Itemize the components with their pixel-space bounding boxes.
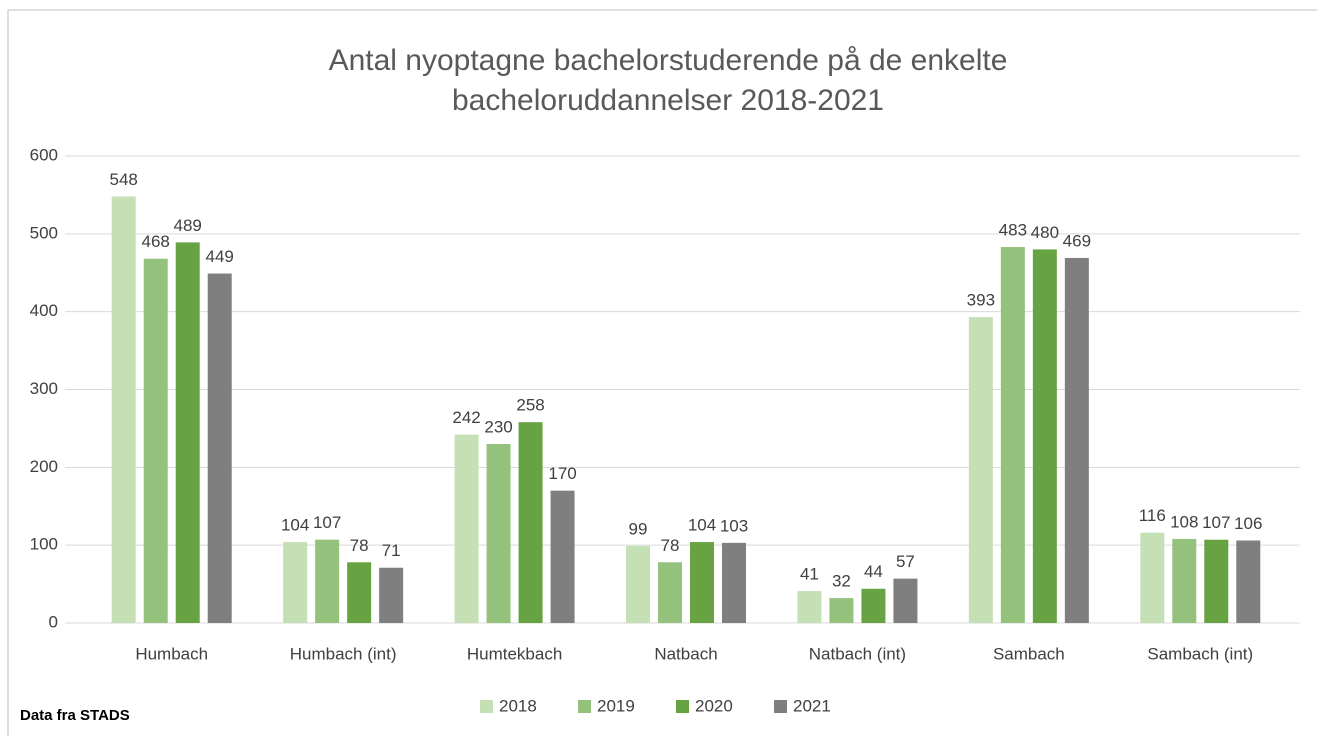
bar [486,443,511,623]
legend-label: 2018 [499,696,537,715]
y-tick-label: 100 [30,535,58,554]
data-label: 104 [688,516,716,535]
x-tick-label: Sambach [993,644,1065,663]
data-label: 116 [1139,506,1166,525]
data-label: 258 [516,396,544,415]
data-label: 107 [1202,513,1230,532]
bar [893,578,918,623]
data-label: 103 [720,516,748,535]
data-label: 32 [832,572,851,591]
legend-swatch [774,700,787,713]
data-label: 104 [281,516,309,535]
y-tick-label: 0 [49,612,58,631]
y-tick-label: 400 [30,301,58,320]
bar [1000,247,1025,623]
legend-label: 2021 [793,696,831,715]
bar [315,539,340,623]
y-tick-label: 600 [30,145,58,164]
legend-label: 2019 [597,696,635,715]
data-label: 489 [174,216,202,235]
x-tick-label: Natbach (int) [809,644,906,663]
chart-title: bacheloruddannelser 2018-2021 [452,84,884,117]
bar [143,258,168,623]
data-label: 107 [313,513,341,532]
bar [1204,539,1229,623]
data-label: 449 [206,247,234,266]
bar [1172,538,1197,623]
bar [518,422,543,623]
data-label: 242 [452,408,480,427]
bar [1064,257,1089,623]
data-label: 548 [110,170,138,189]
bar [722,542,746,623]
x-tick-label: Humbach (int) [290,644,397,663]
bar [861,588,886,623]
bar [797,591,822,623]
bar [283,542,308,623]
bar [626,545,650,623]
y-tick-label: 500 [30,223,58,242]
data-label: 57 [896,552,915,571]
bar [347,562,372,623]
data-label: 44 [864,562,883,581]
chart-title: Antal nyoptagne bachelorstuderende på de… [329,44,1008,77]
data-label: 71 [382,541,401,560]
frame [7,9,1317,736]
bar [690,542,714,623]
data-label: 78 [350,536,369,555]
data-label: 108 [1170,512,1198,531]
data-label: 78 [661,536,680,555]
bar [207,273,232,623]
x-tick-label: Natbach [654,644,717,663]
y-tick-label: 300 [30,379,58,398]
data-label: 393 [967,291,995,310]
bar [379,567,404,623]
bar [829,598,854,623]
bar [968,317,993,623]
data-label: 106 [1234,514,1262,533]
data-label: 230 [484,417,512,436]
legend-label: 2020 [695,696,733,715]
bar [550,490,575,623]
bar [454,434,479,623]
x-tick-label: Humbach [135,644,208,663]
bar [1236,540,1261,623]
data-label: 41 [800,565,819,584]
source-note: Data fra STADS [20,707,130,724]
bar [111,196,136,623]
y-tick-label: 200 [30,457,58,476]
data-label: 170 [548,464,576,483]
x-tick-label: Humtekbach [467,644,562,663]
data-label: 480 [1031,223,1059,242]
legend-swatch [578,700,591,713]
data-label: 99 [629,519,648,538]
bar [658,562,682,623]
bar [175,242,200,623]
bar [1140,532,1165,623]
legend-swatch [480,700,493,713]
bar [1032,249,1057,623]
legend-swatch [676,700,689,713]
data-label: 483 [999,221,1027,240]
data-label: 468 [142,232,170,251]
data-label: 469 [1063,231,1091,250]
x-tick-label: Sambach (int) [1147,644,1253,663]
